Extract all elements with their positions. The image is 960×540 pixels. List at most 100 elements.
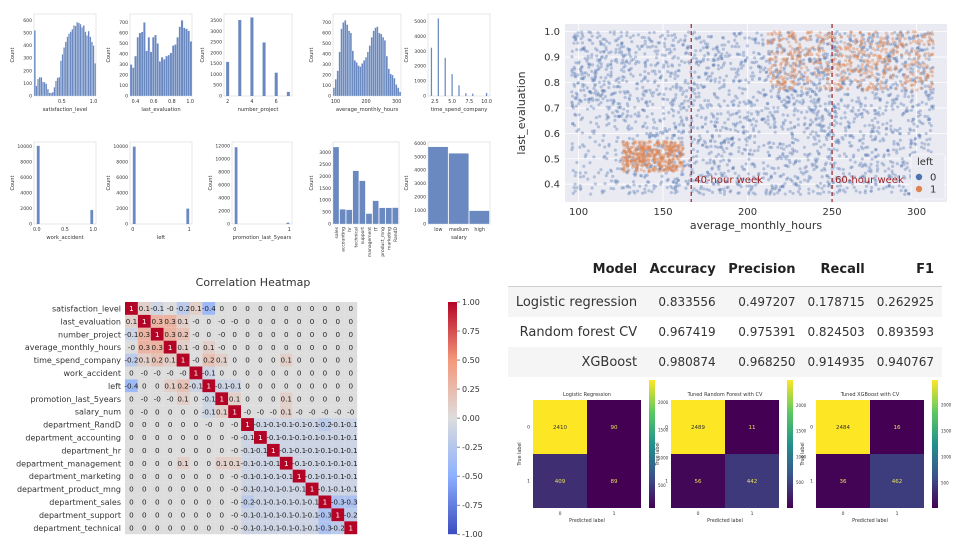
scatter-point	[889, 124, 893, 128]
scatter-point	[751, 71, 755, 75]
scatter-point	[820, 114, 825, 118]
scatter-point	[579, 48, 583, 52]
scatter-point	[903, 61, 908, 65]
scatter-point	[747, 152, 751, 156]
scatter-point	[620, 42, 624, 46]
scatter-point	[637, 140, 641, 144]
scatter-point	[814, 130, 818, 135]
cell-value: 0	[245, 381, 250, 390]
scatter-point	[768, 58, 772, 63]
scatter-point	[851, 54, 855, 58]
x-tick-label: high	[474, 227, 484, 233]
scatter-point	[918, 135, 922, 140]
scatter-point	[686, 99, 690, 103]
scatter-point	[816, 67, 820, 72]
scatter-point	[686, 30, 691, 34]
bar	[349, 32, 353, 97]
scatter-point	[647, 146, 651, 150]
scatter-point	[875, 129, 879, 133]
scatter-point	[658, 152, 662, 157]
scatter-point	[653, 120, 657, 124]
scatter-point	[655, 148, 659, 152]
scatter-point	[678, 104, 682, 108]
scatter-point	[875, 78, 879, 83]
bar	[346, 24, 349, 97]
scatter-point	[625, 185, 629, 189]
scatter-point	[640, 79, 644, 83]
scatter-point	[636, 152, 640, 156]
scatter-point	[720, 52, 724, 56]
scatter-point	[651, 44, 655, 48]
scatter-point	[717, 134, 721, 138]
scatter-point	[590, 96, 594, 100]
scatter-point	[573, 67, 577, 71]
scatter-point	[685, 108, 689, 112]
cell-value: 0.1	[177, 343, 188, 352]
scatter-point	[706, 57, 710, 62]
scatter-point	[701, 106, 705, 110]
scatter-point	[795, 149, 799, 154]
scatter-point	[676, 148, 681, 152]
scatter-point	[590, 69, 594, 74]
scatter-point	[925, 138, 929, 142]
scatter-point	[708, 158, 712, 162]
scatter-point	[699, 187, 703, 191]
scatter-point	[900, 33, 904, 37]
scatter-point	[656, 141, 660, 146]
scatter-point	[693, 53, 697, 57]
scatter-point	[737, 146, 741, 150]
scatter-point	[923, 91, 928, 95]
scatter-point	[813, 61, 817, 65]
scatter-point	[846, 87, 850, 91]
scatter-point	[926, 75, 930, 79]
scatter-point	[592, 86, 596, 91]
scatter-point	[762, 167, 766, 171]
scatter-point	[679, 160, 684, 164]
scatter-point	[868, 44, 872, 48]
scatter-point	[573, 38, 577, 42]
scatter-point	[814, 60, 818, 64]
scatter-point	[776, 156, 781, 160]
scatter-point	[592, 106, 596, 111]
scatter-point	[764, 190, 768, 194]
scatter-point	[671, 149, 675, 153]
scatter-point	[890, 101, 895, 106]
scatter-point	[911, 58, 915, 62]
scatter-point	[681, 152, 685, 156]
cell-value: 0	[142, 485, 147, 494]
scatter-point	[715, 112, 720, 116]
cell-value: 0	[142, 433, 147, 442]
scatter-point	[662, 168, 666, 172]
scatter-point	[675, 180, 679, 185]
cell-value: 0	[207, 523, 212, 532]
scatter-point	[680, 140, 684, 144]
scatter-point	[645, 132, 649, 136]
scatter-point	[786, 89, 790, 93]
cell-value: 0	[245, 369, 250, 378]
scatter-point	[793, 124, 797, 129]
scatter-point	[631, 137, 635, 141]
scatter-point	[762, 117, 766, 121]
scatter-point	[816, 191, 820, 196]
scatter-point	[827, 190, 831, 194]
x-axis-label: average_monthly_hours	[336, 107, 399, 113]
scatter-point	[876, 96, 880, 100]
scatter-point	[617, 80, 621, 85]
scatter-point	[915, 64, 919, 68]
scatter-point	[793, 174, 797, 178]
cell-value: 0	[219, 369, 224, 378]
scatter-point	[679, 38, 683, 42]
scatter-point	[655, 52, 659, 56]
scatter-point	[634, 148, 638, 152]
scatter-point	[653, 169, 657, 173]
scatter-point	[675, 189, 679, 194]
y-tick-label: 1500	[210, 61, 222, 67]
scatter-point	[686, 163, 690, 167]
scatter-point	[850, 133, 854, 138]
scatter-point	[626, 164, 630, 168]
scatter-point	[665, 151, 669, 156]
scatter-point	[810, 80, 814, 84]
scatter-point	[860, 174, 865, 178]
cell-value: 0	[168, 459, 173, 468]
row-label: last_evaluation	[60, 317, 121, 326]
